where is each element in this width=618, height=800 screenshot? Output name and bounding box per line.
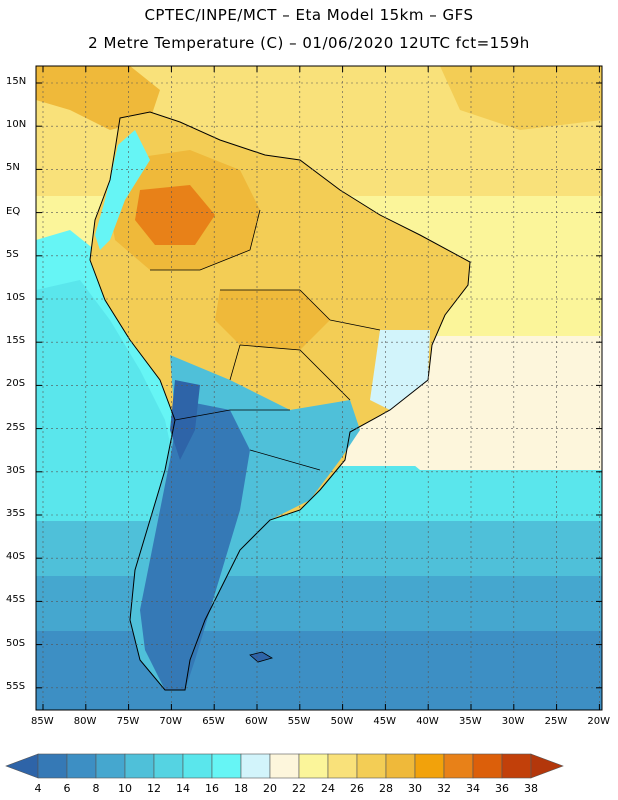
latitude-label: 5S [6,248,19,260]
patagonia-cold [140,400,250,690]
colorbar-swatch [124,753,155,779]
longitude-label: 75W [116,716,140,727]
longitude-label: 45W [373,716,397,727]
colorbar-label: 28 [379,782,393,795]
colorbar-label: 24 [321,782,335,795]
map-fill [36,66,602,710]
colorbar-label: 22 [292,782,306,795]
coastline [89,111,471,691]
northern-andes-cool [95,130,150,250]
longitude-label: 35W [459,716,482,727]
map-frame [35,65,603,711]
country-borders [150,209,381,471]
latitude-label: 25S [6,421,26,433]
latitude-label: 5N [6,162,20,174]
central-andes-cold [170,380,200,460]
pacific-cool-core [36,280,175,466]
colorbar-label: 34 [466,782,480,795]
colorbar-swatch [414,753,445,779]
graticule [36,66,602,710]
atlantic-warm-patch [440,66,602,130]
colorbar-swatch [501,753,532,779]
colorbar-swatch [356,753,387,779]
colorbar-swatch [95,753,126,779]
longitude-label: 60W [245,716,268,727]
colorbar-swatch [443,753,474,779]
colorbar-label: 4 [34,782,42,795]
colorbar-swatch [472,753,503,779]
colorbar-swatch [182,753,213,779]
colorbar-swatch [37,753,68,779]
amazon-hottest-zone [135,185,215,245]
colorbar-label: 10 [118,782,132,795]
colorbar-label: 30 [408,782,422,795]
longitude-label: 50W [330,716,354,727]
latitude-label: EQ [6,205,21,217]
colorbar-label: 36 [495,782,509,795]
latitude-label: 35S [6,508,26,519]
colorbar-label: 26 [350,782,364,795]
colorbar-swatch [211,753,242,779]
colorbar-label: 8 [92,782,100,795]
colorbar-swatch [327,753,358,779]
longitude-label: 80W [73,716,97,727]
ocean-band-polar [36,631,602,710]
falkland-islands [249,651,273,663]
longitude-label: 65W [202,716,225,727]
latitude-label: 30S [6,464,26,476]
latitude-label: 55S [6,680,26,692]
atlantic-pale-patch [360,400,602,470]
colorbar-label: 20 [263,782,277,795]
map-title-line-1: CPTEC/INPE/MCT – Eta Model 15km – GFS [144,6,474,24]
latitude-label: 15N [6,76,27,87]
central-america-warm [36,66,160,130]
colorbar-label: 12 [147,782,161,795]
longitude-label: 30W [501,716,525,727]
longitude-label: 25W [544,716,568,727]
ocean-band-mid [36,521,602,576]
latitude-label: 40S [6,551,26,563]
colorbar-swatch [385,753,416,779]
colorbar-label: 18 [234,782,248,795]
latitude-label: 20S [6,378,26,390]
longitude-label: 40W [416,716,439,727]
colorbar-swatch [240,753,271,779]
colorbar-swatch [153,753,184,779]
colorbar-label: 38 [524,782,538,795]
colorbar-label: 14 [176,782,190,795]
colorbar [5,753,564,779]
colorbar-label: 6 [63,782,71,795]
colorbar-swatch [530,753,564,779]
longitude-label: 70W [159,716,183,727]
latitude-label: 15S [6,335,26,347]
colorbar-label: 16 [205,782,219,795]
colorbar-swatch [298,753,329,779]
longitude-label: 85W [31,716,54,727]
latitude-label: 45S [6,594,26,606]
longitude-label: 20W [587,716,611,727]
colorbar-label: 32 [437,782,451,795]
axis-ticks [36,66,602,710]
colorbar-swatch [5,753,39,779]
ocean-band-south [36,576,602,631]
latitude-label: 10S [6,292,26,303]
central-brazil-warm [215,290,330,350]
longitude-label: 55W [287,716,311,727]
colorbar-swatch [269,753,300,779]
colorbar-swatch [66,753,97,779]
latitude-label: 10N [6,119,27,131]
map-title-line-2: 2 Metre Temperature (C) – 01/06/2020 12U… [88,34,530,52]
latitude-label: 50S [6,637,26,649]
